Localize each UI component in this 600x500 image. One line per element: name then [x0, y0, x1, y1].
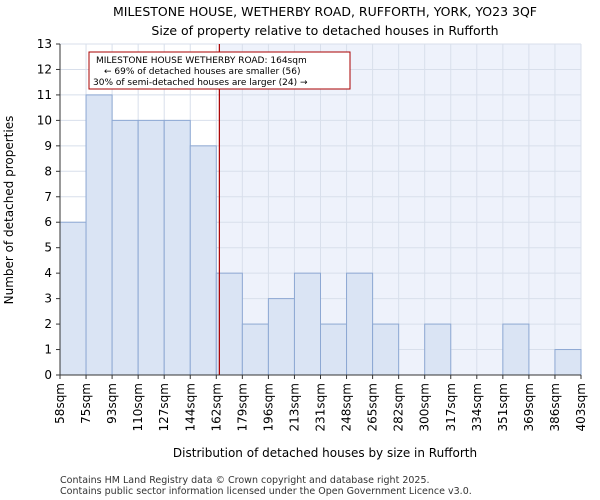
- footer-line-1: Contains HM Land Registry data © Crown c…: [60, 475, 430, 486]
- y-tick-label: 12: [37, 62, 52, 76]
- x-tick-label: 231sqm: [314, 383, 328, 431]
- bar-93sqm: [111, 119, 139, 376]
- x-tick-label: 144sqm: [183, 383, 197, 431]
- footer-line-2: Contains public sector information licen…: [60, 486, 472, 497]
- x-tick-label: 334sqm: [470, 383, 484, 431]
- y-tick-label: 1: [44, 343, 52, 357]
- y-tick-label: 13: [37, 37, 52, 51]
- bar-196sqm: [267, 298, 295, 376]
- x-tick-label: 248sqm: [340, 383, 354, 431]
- y-tick-label: 7: [44, 190, 52, 204]
- bar-127sqm: [163, 119, 191, 376]
- x-tick-label: 265sqm: [366, 383, 380, 431]
- x-tick-label: 386sqm: [548, 383, 562, 431]
- x-tick-label: 282sqm: [392, 383, 406, 431]
- annotation-line-1: MILESTONE HOUSE WETHERBY ROAD: 164sqm: [96, 56, 307, 66]
- bar-162sqm: [215, 272, 243, 376]
- x-tick-label: 179sqm: [235, 383, 249, 431]
- annotation-box: MILESTONE HOUSE WETHERBY ROAD: 164sqm ← …: [88, 51, 351, 90]
- chart-title: MILESTONE HOUSE, WETHERBY ROAD, RUFFORTH…: [113, 4, 537, 19]
- bar-248sqm: [346, 272, 374, 376]
- bar-58sqm: [59, 221, 87, 376]
- bar-231sqm: [320, 323, 348, 376]
- y-tick-label: 2: [44, 317, 52, 331]
- bar-265sqm: [372, 323, 400, 376]
- x-tick-label: 403sqm: [574, 383, 588, 431]
- bar-110sqm: [137, 119, 165, 376]
- x-tick-label: 196sqm: [261, 383, 275, 431]
- x-tick-label: 127sqm: [157, 383, 171, 431]
- y-tick-label: 10: [37, 113, 52, 127]
- y-tick-label: 8: [44, 164, 52, 178]
- annotation-line-3: 30% of semi-detached houses are larger (…: [93, 78, 308, 88]
- x-tick-label: 300sqm: [418, 383, 432, 431]
- bar-300sqm: [424, 323, 452, 376]
- y-tick-label: 6: [44, 215, 52, 229]
- annotation-border: [88, 51, 351, 90]
- x-tick-label: 75sqm: [79, 383, 93, 424]
- x-tick-labels: 58sqm 75sqm 93sqm 110sqm 127sqm 144sqm 162sqm 1…: [53, 375, 588, 431]
- x-tick-label: 110sqm: [131, 383, 145, 431]
- bar-386sqm: [554, 349, 582, 376]
- x-tick-label: 162sqm: [209, 383, 223, 431]
- bar-144sqm: [189, 145, 217, 376]
- x-tick-label: 213sqm: [287, 383, 301, 431]
- bar-75sqm: [85, 94, 113, 376]
- y-tick-label: 4: [44, 266, 52, 280]
- chart-subtitle: Size of property relative to detached ho…: [151, 23, 498, 38]
- y-tick-label: 5: [44, 241, 52, 255]
- annotation-line-2: ← 69% of detached houses are smaller (56…: [104, 67, 301, 77]
- y-tick-label: 0: [44, 368, 52, 382]
- bar-179sqm: [241, 323, 269, 376]
- bar-351sqm: [502, 323, 530, 376]
- x-tick-label: 351sqm: [496, 383, 510, 431]
- x-tick-label: 58sqm: [53, 383, 67, 424]
- y-tick-label: 3: [44, 292, 52, 306]
- bars: [59, 94, 582, 376]
- y-tick-label: 11: [37, 88, 52, 102]
- x-tick-label: 317sqm: [444, 383, 458, 431]
- x-tick-label: 369sqm: [522, 383, 536, 431]
- x-axis-label: Distribution of detached houses by size …: [173, 446, 477, 460]
- y-tick-label: 9: [44, 139, 52, 153]
- x-tick-label: 93sqm: [105, 383, 119, 424]
- y-axis-label: Number of detached properties: [2, 116, 16, 305]
- bar-213sqm: [293, 272, 322, 376]
